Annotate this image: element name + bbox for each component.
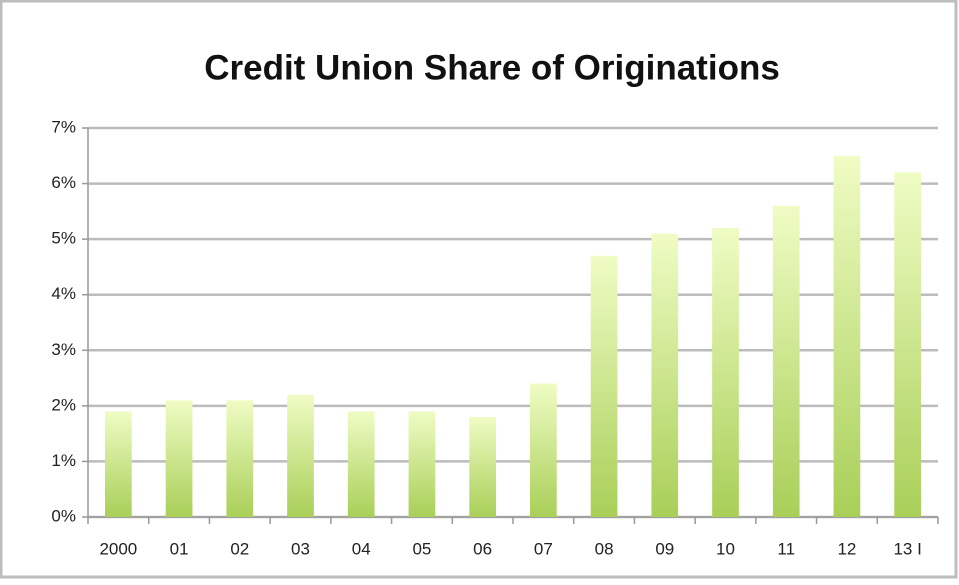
bar bbox=[105, 411, 132, 517]
x-tick-label: 2000 bbox=[99, 539, 137, 558]
x-tick-label: 06 bbox=[473, 539, 492, 558]
x-tick-label: 07 bbox=[534, 539, 553, 558]
chart-title: Credit Union Share of Originations bbox=[204, 48, 780, 87]
y-tick-label: 7% bbox=[51, 117, 76, 136]
bar bbox=[833, 155, 861, 518]
y-tick-label: 5% bbox=[51, 229, 76, 248]
bar bbox=[347, 411, 375, 517]
x-tick-label: 10 bbox=[716, 539, 735, 558]
bar bbox=[408, 411, 436, 517]
bar bbox=[226, 400, 254, 517]
y-tick-label: 6% bbox=[51, 173, 76, 192]
bar bbox=[651, 233, 679, 518]
y-tick-label: 0% bbox=[51, 506, 76, 525]
bar bbox=[590, 255, 618, 518]
x-tick-label: 13 I bbox=[893, 539, 921, 558]
x-tick-label: 02 bbox=[230, 539, 249, 558]
y-tick-label: 3% bbox=[51, 340, 76, 359]
bar bbox=[469, 416, 496, 517]
x-tick-label: 05 bbox=[412, 539, 431, 558]
bar bbox=[530, 383, 557, 517]
x-tick-label: 01 bbox=[170, 539, 189, 558]
x-tick-label: 04 bbox=[352, 539, 371, 558]
x-tick-label: 03 bbox=[291, 539, 310, 558]
x-tick-label: 11 bbox=[777, 539, 795, 558]
x-tick-label: 08 bbox=[595, 539, 614, 558]
y-tick-label: 1% bbox=[51, 451, 76, 470]
bar bbox=[287, 394, 314, 517]
y-tick-label: 2% bbox=[51, 395, 76, 414]
x-tick-label: 12 bbox=[837, 539, 856, 558]
bar bbox=[165, 400, 193, 517]
y-tick-label: 4% bbox=[51, 284, 76, 303]
x-tick-label: 09 bbox=[655, 539, 674, 558]
bar bbox=[894, 172, 921, 517]
bar bbox=[772, 205, 800, 518]
bar bbox=[712, 228, 739, 517]
